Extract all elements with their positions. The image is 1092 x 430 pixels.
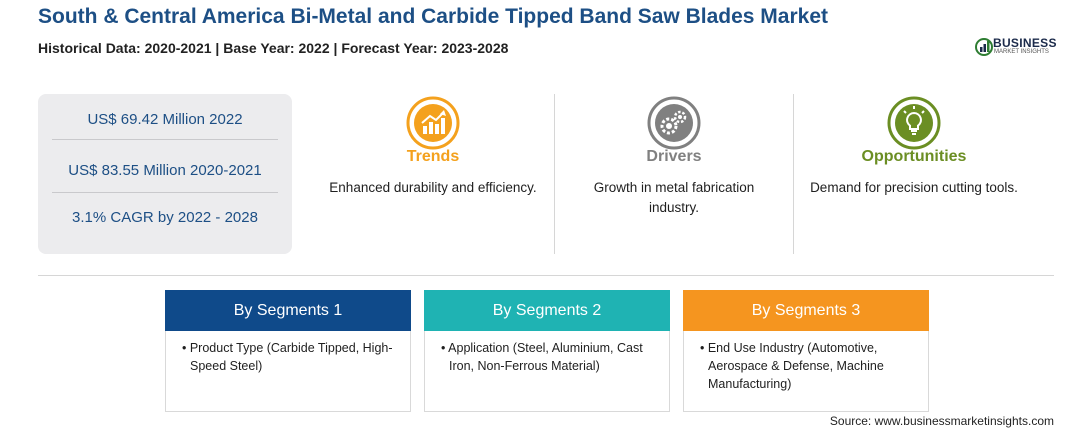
market-stats-panel: US$ 69.42 Million 2022 US$ 83.55 Million… [38,94,292,254]
stats-divider [52,192,278,193]
opportunities-heading: Opportunities [861,148,967,165]
trend-chart-icon [406,96,460,150]
column-divider [554,94,555,254]
trends-heading: Trends [406,148,460,165]
trends-text: Enhanced durability and efficiency. [329,180,537,195]
segment-card-1: By Segments 1 • Product Type (Carbide Ti… [165,290,411,412]
logo-text-primary: BUSINESS [993,36,1057,50]
report-period-subtitle: Historical Data: 2020-2021 | Base Year: … [38,40,509,56]
market-size-historical: US$ 83.55 Million 2020-2021 [68,162,262,179]
section-divider [38,275,1054,276]
drivers-heading: Drivers [646,148,702,165]
segment-3-header: By Segments 3 [683,290,929,331]
drivers-text: Growth in metal fabrication industry. [593,180,755,215]
logo-text-secondary: MARKET INSIGHTS [994,49,1049,55]
segment-3-text: • End Use Industry (Automotive, Aerospac… [700,341,884,391]
lightbulb-icon [887,96,941,150]
market-cagr: 3.1% CAGR by 2022 - 2028 [72,209,258,226]
logo-globe-icon [975,38,993,56]
segment-1-text: • Product Type (Carbide Tipped, High-Spe… [182,341,393,373]
segment-2-text: • Application (Steel, Aluminium, Cast Ir… [441,341,643,373]
segment-2-header: By Segments 2 [424,290,670,331]
page-title: South & Central America Bi-Metal and Car… [38,5,829,28]
opportunities-text: Demand for precision cutting tools. [810,180,1018,195]
business-market-insights-logo: BUSINESS MARKET INSIGHTS [975,35,1065,61]
column-divider [793,94,794,254]
market-size-2022: US$ 69.42 Million 2022 [87,111,243,128]
gears-icon [647,96,701,150]
source-credit: Source: www.businessmarketinsights.com [829,414,1054,428]
stats-divider [52,139,278,140]
segment-card-3: By Segments 3 • End Use Industry (Automo… [683,290,929,412]
segment-1-header: By Segments 1 [165,290,411,331]
segment-card-2: By Segments 2 • Application (Steel, Alum… [424,290,670,412]
